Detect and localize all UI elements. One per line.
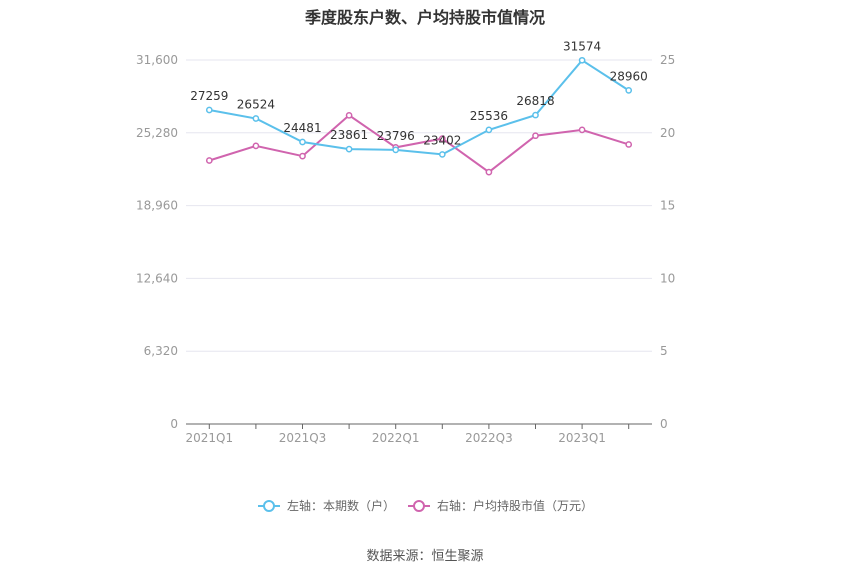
chart-title: 季度股东户数、户均持股市值情况 <box>304 8 545 27</box>
left-tick-label: 0 <box>170 417 178 431</box>
x-tick-label: 2021Q1 <box>185 431 233 445</box>
left-tick-label: 12,640 <box>136 271 178 285</box>
data-label: 31574 <box>563 39 601 53</box>
grid-lines <box>186 59 652 352</box>
avg-value-point <box>299 152 306 160</box>
left-tick-label: 18,960 <box>136 199 178 213</box>
x-tick-label: 2021Q3 <box>279 431 327 445</box>
data-label: 26818 <box>516 94 554 108</box>
holders-point <box>438 151 446 158</box>
x-tick-label: 2023Q1 <box>558 431 606 445</box>
holders-point <box>625 87 633 94</box>
avg-value-point <box>205 157 213 164</box>
series: 27259 26524 24481 23861 23796 23402 25536 26818… <box>190 39 648 176</box>
avg-value-point <box>345 111 353 119</box>
holders-point <box>205 106 213 114</box>
data-label: 24481 <box>283 121 321 135</box>
holders-point <box>532 111 539 119</box>
legend-item[interactable]: 右轴：户均持股市值（万元） <box>437 498 593 513</box>
data-label: 23861 <box>330 128 368 142</box>
right-tick-label: 10 <box>660 271 675 285</box>
avg-value-point <box>252 142 260 150</box>
series-line-holders <box>209 58 630 156</box>
data-label: 28960 <box>610 69 648 83</box>
holders-point <box>345 145 353 153</box>
right-tick-label: 25 <box>660 53 675 67</box>
legend-marker <box>263 500 275 512</box>
avg-value-point <box>438 135 446 142</box>
left-tick-label: 25,280 <box>136 126 178 140</box>
legend[interactable]: 左轴：本期数（户） 右轴：户均持股市值（万元） <box>258 498 593 513</box>
avg-value-point <box>485 168 493 176</box>
data-label: 23402 <box>423 133 461 147</box>
holders-point <box>485 126 493 134</box>
holders-point <box>578 56 586 64</box>
right-tick-label: 15 <box>660 199 675 213</box>
left-tick-label: 6,320 <box>144 344 178 358</box>
x-tick-label: 2022Q3 <box>465 431 513 445</box>
data-label: 25536 <box>470 109 508 123</box>
right-tick-label: 20 <box>660 126 675 140</box>
data-label: 23796 <box>377 129 415 143</box>
left-tick-label: 31,600 <box>136 53 178 67</box>
data-source: 数据来源：恒生聚源 <box>366 549 484 564</box>
series-line-avg-value <box>209 114 629 174</box>
holders-point <box>299 138 306 146</box>
data-label: 27259 <box>190 89 228 103</box>
legend-marker <box>413 500 425 512</box>
avg-value-point <box>625 141 633 148</box>
right-tick-label: 5 <box>660 344 668 358</box>
x-tick-label: 2022Q1 <box>372 431 420 445</box>
avg-value-point <box>532 132 539 140</box>
data-label: 26524 <box>237 97 275 111</box>
avg-value-point <box>578 126 586 134</box>
holders-point <box>252 115 260 122</box>
axes: 0 6,320 12,640 18,960 25,280 31,600 0 5 10 15 20 25… <box>136 53 675 445</box>
right-tick-label: 0 <box>660 417 668 431</box>
holders-point <box>392 146 400 154</box>
legend-item[interactable]: 左轴：本期数（户） <box>287 498 395 513</box>
